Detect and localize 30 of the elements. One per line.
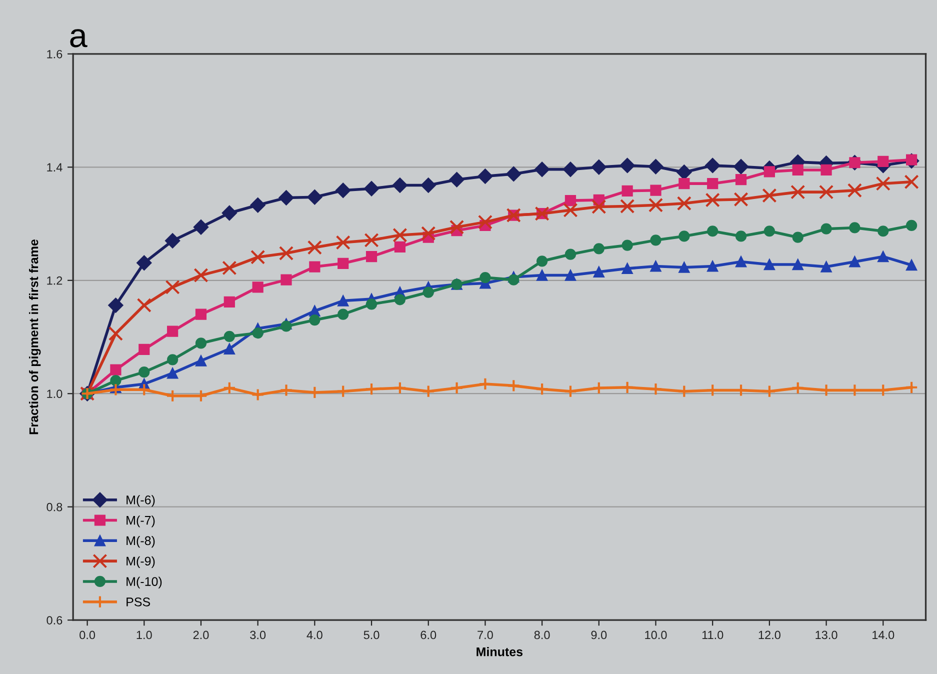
x-tick-label: 14.0	[872, 630, 894, 640]
x-tick-label: 3.0	[250, 630, 266, 640]
y-tick-label: 1.0	[47, 390, 62, 398]
x-tick-label: 0.0	[80, 630, 96, 640]
x-tick-label: 13.0	[816, 630, 838, 640]
x-tick-label: 12.0	[758, 630, 780, 640]
x-tick-label: 11.0	[702, 630, 724, 640]
y-tick-label: 0.6	[46, 616, 62, 624]
legend-label: M(-9)	[126, 556, 155, 568]
legend-label: M(-8)	[126, 536, 155, 548]
x-tick-label: 5.0	[364, 630, 380, 640]
x-tick-label: 4.0	[306, 630, 322, 640]
x-tick-label: 2.0	[193, 630, 209, 640]
y-tick-label: 1.2	[47, 276, 62, 285]
x-tick-label: 9.0	[591, 630, 607, 640]
y-tick-label: 0.8	[46, 502, 62, 512]
x-axis-title: Minutes	[476, 647, 523, 656]
x-tick-label: 1.0	[136, 630, 152, 640]
y-tick-label: 1.6	[47, 50, 62, 58]
x-tick-label: 7.0	[478, 630, 493, 640]
legend-label: PSS	[126, 598, 150, 606]
x-tick-label: 6.0	[420, 630, 436, 640]
chart-title: a	[70, 29, 88, 48]
x-tick-label: 8.0	[534, 630, 550, 640]
y-axis-title: Fraction of pigment in first frame	[28, 239, 41, 434]
legend-label: M(-6)	[126, 495, 155, 507]
legend-label: M(-7)	[126, 516, 155, 528]
legend-label: M(-10)	[126, 576, 162, 588]
x-tick-label: 10.0	[645, 630, 667, 640]
y-tick-label: 1.4	[47, 163, 62, 172]
